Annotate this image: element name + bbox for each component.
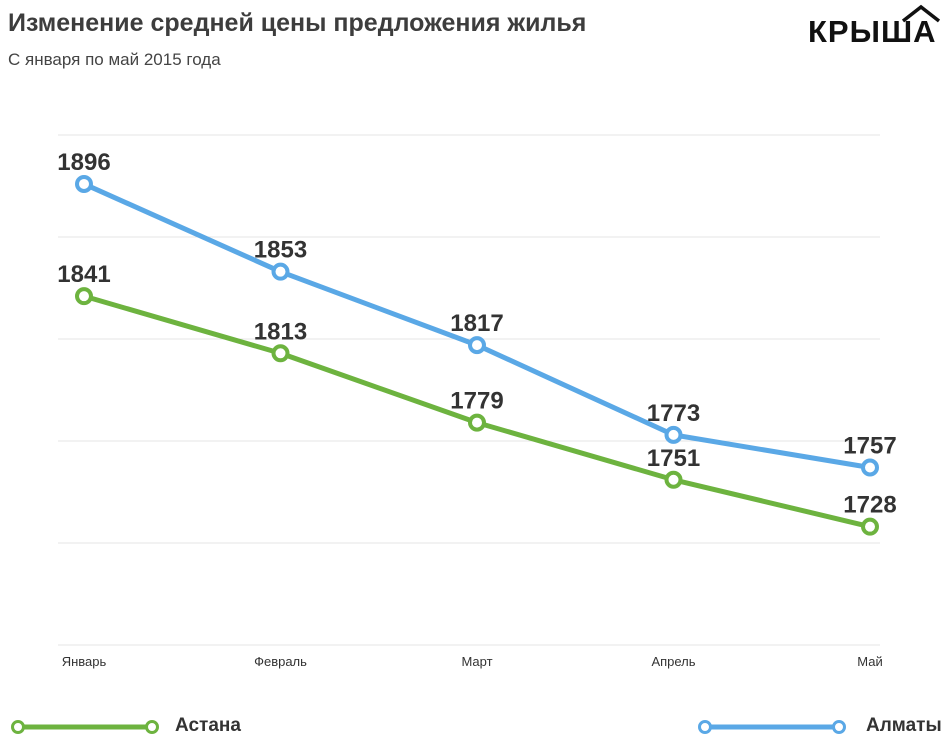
data-point: [861, 458, 879, 477]
legend-item-astana: Астана: [10, 712, 260, 742]
data-label: 1779: [450, 388, 503, 415]
x-tick-label: Апрель: [651, 654, 695, 669]
data-point: [468, 336, 486, 355]
line-chart: Январь Февраль Март Апрель Май 1841 1813 1779 17…: [57, 134, 897, 669]
x-tick-label: Февраль: [254, 654, 307, 669]
data-point: [271, 262, 290, 281]
legend-label-almaty: Алматы: [866, 715, 942, 736]
data-label: 1817: [450, 310, 503, 337]
data-point: [861, 517, 879, 536]
data-label: 1813: [254, 318, 307, 345]
data-label: 1853: [254, 237, 307, 264]
data-label: 1773: [647, 400, 700, 427]
legend-label-astana: Астана: [175, 715, 241, 736]
data-point: [664, 470, 683, 489]
data-point: [664, 425, 683, 444]
krysha-logo: КРЫША: [808, 4, 948, 52]
x-tick-label: Март: [461, 654, 492, 669]
data-point: [468, 413, 486, 432]
legend-almaty-line-icon: [698, 720, 846, 734]
logo-text: КРЫША: [808, 14, 937, 49]
x-tick-label: Май: [857, 654, 882, 669]
logo-roof-icon: [901, 4, 941, 23]
data-label: 1841: [57, 261, 110, 288]
data-point: [75, 174, 93, 193]
data-label: 1728: [843, 492, 896, 519]
chart-subtitle: С января по май 2015 года: [8, 50, 221, 69]
data-label: 1896: [57, 149, 110, 176]
data-point: [75, 287, 93, 306]
data-label: 1751: [647, 445, 700, 472]
data-label: 1757: [843, 433, 896, 460]
chart-title: Изменение средней цены предложения жилья: [8, 9, 587, 37]
legend-astana-line-icon: [11, 720, 159, 734]
legend-item-almaty: Алматы: [697, 712, 950, 742]
data-point: [271, 344, 290, 363]
x-tick-label: Январь: [62, 654, 107, 669]
